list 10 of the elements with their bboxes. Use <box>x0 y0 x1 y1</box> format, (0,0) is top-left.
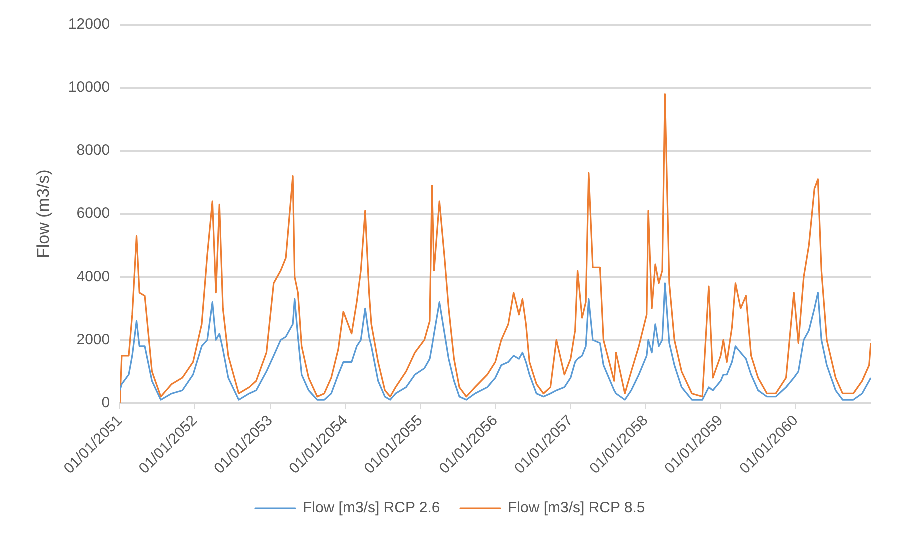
legend-label: Flow [m3/s] RCP 8.5 <box>508 500 646 517</box>
y-tick-label: 4000 <box>76 268 110 286</box>
y-tick-label: 2000 <box>76 331 110 348</box>
y-axis-title: Flow (m3/s) <box>34 170 53 258</box>
y-tick-label: 8000 <box>76 142 110 160</box>
y-tick-label: 10000 <box>68 79 110 96</box>
y-tick-label: 0 <box>102 394 110 412</box>
y-tick-label: 6000 <box>76 205 110 222</box>
legend-label: Flow [m3/s] RCP 2.6 <box>302 500 440 517</box>
y-tick-label: 12000 <box>68 16 110 34</box>
